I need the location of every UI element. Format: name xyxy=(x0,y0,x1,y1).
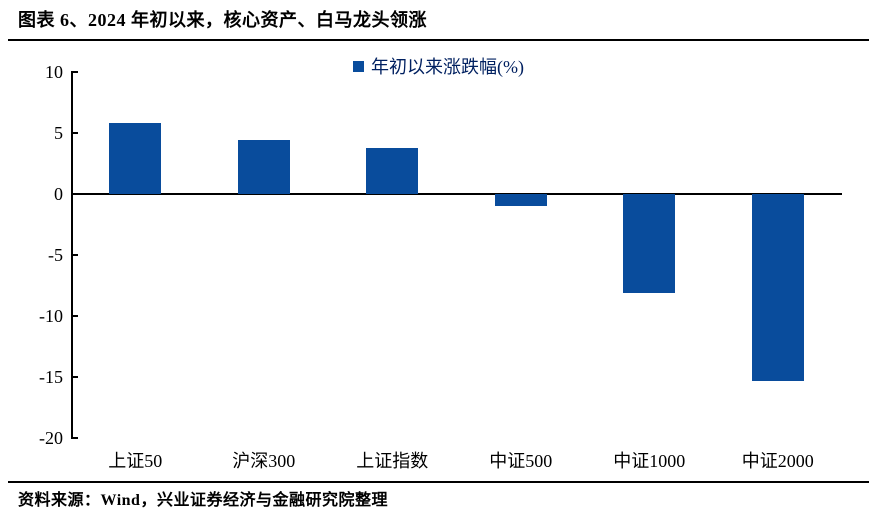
x-axis-category-label: 中证1000 xyxy=(613,451,686,471)
bar-中证500 xyxy=(494,194,547,207)
y-axis-tick-label: 0 xyxy=(54,184,63,204)
legend-label: 年初以来涨跌幅(%) xyxy=(371,57,524,77)
source-note: 资料来源：Wind，兴业证券经济与金融研究院整理 xyxy=(18,492,388,509)
x-axis-category-label: 上证50 xyxy=(108,451,163,471)
y-axis-tick-label: -20 xyxy=(39,428,63,448)
title-divider xyxy=(8,39,869,41)
y-axis-tick-mark xyxy=(71,71,78,73)
bar-上证指数 xyxy=(366,147,419,194)
plot-area: 10 5 0 -5 -10 -15 -20 上证50 沪深300 上证指数 中证500 中证1000 中… xyxy=(39,62,842,471)
bar-上证50 xyxy=(109,123,162,194)
y-axis-tick-mark xyxy=(71,376,78,378)
bar-沪深300 xyxy=(237,140,290,194)
x-axis-category-label: 沪深300 xyxy=(232,451,296,471)
x-axis-category-label: 中证2000 xyxy=(741,451,814,471)
figure-title: 图表 6、2024 年初以来，核心资产、白马龙头领涨 xyxy=(18,10,427,30)
chart-legend: 年初以来涨跌幅(%) xyxy=(0,53,877,79)
y-axis-tick-mark xyxy=(71,254,78,256)
y-axis-tick-label: 10 xyxy=(45,62,63,82)
bar-中证1000 xyxy=(623,194,676,293)
y-axis-tick-mark xyxy=(71,132,78,134)
zero-axis-line xyxy=(71,193,842,195)
x-axis-category-label: 上证指数 xyxy=(356,451,429,471)
y-axis-tick-label: -5 xyxy=(48,245,63,265)
y-axis-tick-label: 5 xyxy=(54,123,63,143)
bar-中证2000 xyxy=(751,194,804,381)
y-axis-tick-label: -10 xyxy=(39,306,63,326)
footer-divider xyxy=(8,481,869,483)
legend-swatch xyxy=(353,60,364,72)
y-axis-tick-mark xyxy=(71,437,78,439)
x-axis-category-label: 中证500 xyxy=(489,451,553,471)
y-axis-tick-label: -15 xyxy=(39,367,63,387)
y-axis-tick-mark xyxy=(71,315,78,317)
